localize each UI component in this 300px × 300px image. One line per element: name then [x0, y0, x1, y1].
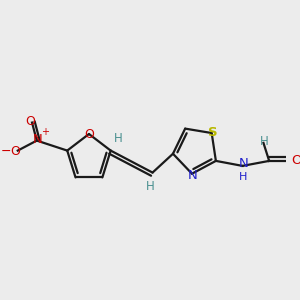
Text: O: O: [84, 128, 94, 140]
Text: N: N: [238, 158, 248, 170]
Text: H: H: [114, 132, 123, 145]
Text: H: H: [260, 135, 269, 148]
Text: H: H: [239, 172, 248, 182]
Text: O: O: [10, 145, 20, 158]
Text: S: S: [208, 125, 218, 139]
Text: −: −: [1, 145, 12, 158]
Text: N: N: [188, 169, 198, 182]
Text: +: +: [41, 127, 50, 136]
Text: O: O: [25, 115, 35, 128]
Text: O: O: [292, 154, 300, 167]
Text: H: H: [146, 180, 155, 193]
Text: N: N: [33, 133, 43, 146]
